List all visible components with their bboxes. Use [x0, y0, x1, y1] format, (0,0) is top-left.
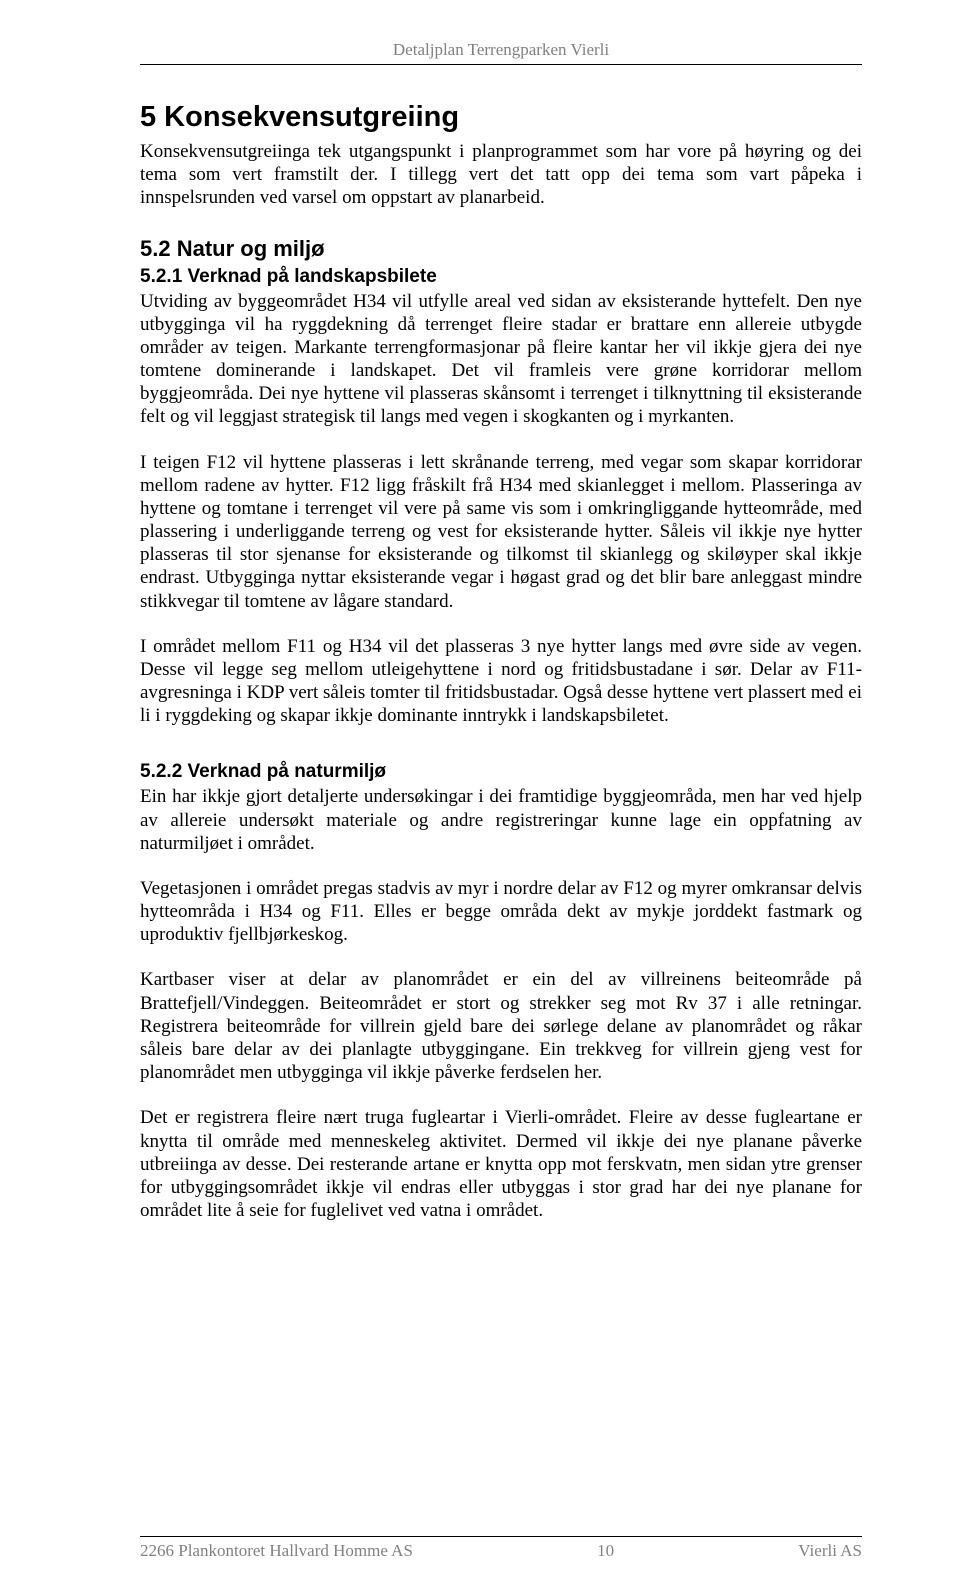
- section-5-2-2-title: 5.2.2 Verknad på naturmiljø: [140, 761, 862, 783]
- section-5-2-2-para-3: Kartbaser viser at delar av planområdet …: [140, 968, 862, 1084]
- section-5-intro: Konsekvensutgreiinga tek utgangspunkt i …: [140, 140, 862, 210]
- footer-left: 2266 Plankontoret Hallvard Homme AS: [140, 1541, 413, 1561]
- footer-page-number: 10: [597, 1541, 614, 1561]
- section-5-2-title: 5.2 Natur og miljø: [140, 236, 862, 262]
- section-5-title: 5 Konsekvensutgreiing: [140, 101, 862, 134]
- section-5-2-1-para-2: I teigen F12 vil hyttene plasseras i let…: [140, 451, 862, 613]
- document-page: Detaljplan Terrengparken Vierli 5 Konsek…: [0, 0, 960, 1589]
- section-5-2-2-para-2: Vegetasjonen i området pregas stadvis av…: [140, 877, 862, 947]
- footer-right: Vierli AS: [798, 1541, 862, 1561]
- footer-rule: [140, 1536, 862, 1537]
- section-5-2-1-para-1: Utviding av byggeområdet H34 vil utfylle…: [140, 290, 862, 429]
- footer-row: 2266 Plankontoret Hallvard Homme AS 10 V…: [140, 1541, 862, 1561]
- header-rule: [140, 64, 862, 65]
- running-header: Detaljplan Terrengparken Vierli: [140, 40, 862, 60]
- section-5-2-2-para-4: Det er registrera fleire nært truga fugl…: [140, 1106, 862, 1222]
- page-footer: 2266 Plankontoret Hallvard Homme AS 10 V…: [140, 1536, 862, 1561]
- section-5-2-1-title: 5.2.1 Verknad på landskapsbilete: [140, 266, 862, 288]
- section-5-2-2-para-1: Ein har ikkje gjort detaljerte undersøki…: [140, 785, 862, 855]
- section-5-2-1-para-3: I området mellom F11 og H34 vil det plas…: [140, 635, 862, 728]
